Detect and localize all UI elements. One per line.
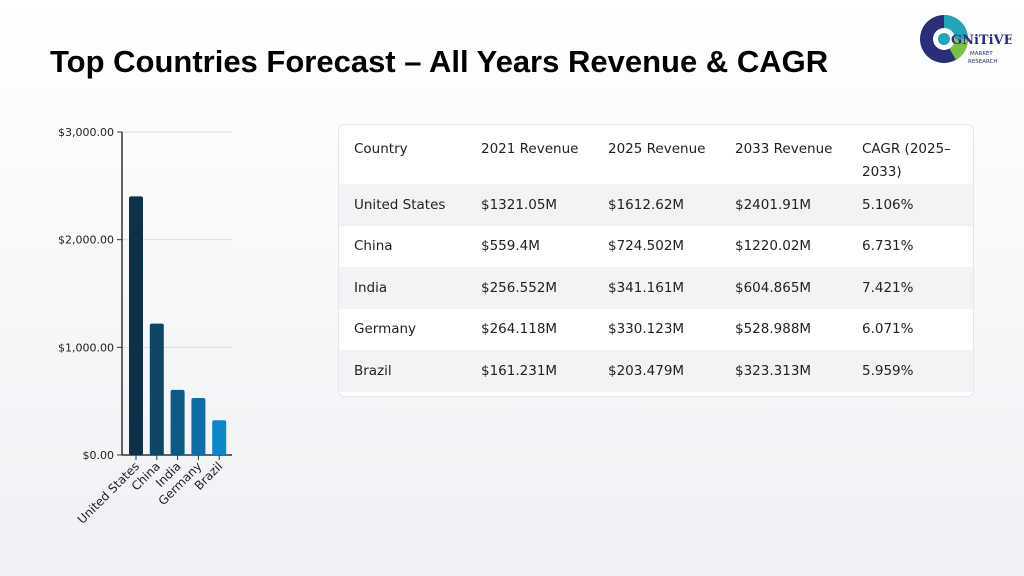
bar bbox=[212, 420, 227, 455]
logo-text: GNiTiVE bbox=[951, 33, 1012, 48]
y-tick-label: $2,000.00 bbox=[58, 234, 114, 247]
table-row: China $559.4M $724.502M $1220.02M 6.731% bbox=[339, 226, 973, 268]
cell-country: Germany bbox=[354, 321, 417, 338]
cell-2033-revenue: $323.313M bbox=[720, 350, 847, 392]
logo-subtext-market: MARKET bbox=[970, 51, 993, 57]
y-tick-label: $0.00 bbox=[83, 449, 115, 462]
header-cagr: CAGR (2025–2033) bbox=[862, 141, 951, 180]
table-row: Germany $264.118M $330.123M $528.988M 6.… bbox=[339, 309, 973, 351]
cell-country: Brazil bbox=[339, 350, 466, 392]
y-tick-label: $1,000.00 bbox=[58, 341, 114, 354]
cell-2021-revenue: $256.552M bbox=[466, 267, 593, 309]
cell-cagr: 5.959% bbox=[847, 350, 973, 392]
company-logo: GNiTiVE MARKET RESEARCH bbox=[918, 12, 1014, 70]
table-row: India $256.552M $341.161M $604.865M 7.42… bbox=[339, 267, 973, 309]
bar bbox=[191, 398, 206, 455]
cell-2021-revenue: $1321.05M bbox=[466, 184, 593, 226]
logo-subtext-research: RESEARCH bbox=[968, 59, 998, 65]
table-row: Brazil $161.231M $203.479M $323.313M 5.9… bbox=[339, 350, 973, 392]
x-tick-label: United States bbox=[75, 459, 142, 526]
cell-country: India bbox=[339, 267, 466, 309]
revenue-table: Country 2021 Revenue 2025 Revenue 2033 R… bbox=[339, 125, 973, 392]
header-2021-revenue: 2021 Revenue bbox=[481, 141, 579, 157]
cell-2033-revenue: $528.988M bbox=[735, 321, 812, 338]
cell-2021-revenue: $161.231M bbox=[466, 350, 593, 392]
cell-2025-revenue: $330.123M bbox=[608, 321, 685, 338]
chart-canvas: $0.00 $1,000.00 $2,000.00 $3,000.00 United S… bbox=[58, 126, 232, 527]
table-row: United States $1321.05M $1612.62M $2401.… bbox=[339, 184, 973, 226]
cell-2025-revenue: $724.502M bbox=[608, 238, 685, 255]
cell-2025-revenue: $1612.62M bbox=[593, 184, 720, 226]
revenue-bar-chart: $0.00 $1,000.00 $2,000.00 $3,000.00 United S… bbox=[40, 110, 300, 550]
cell-country: United States bbox=[339, 184, 466, 226]
header-2025-revenue: 2025 Revenue bbox=[608, 141, 706, 157]
page-title: Top Countries Forecast – All Years Reven… bbox=[50, 44, 829, 79]
cell-cagr: 7.421% bbox=[847, 267, 973, 309]
cell-2025-revenue: $341.161M bbox=[593, 267, 720, 309]
cell-2021-revenue: $559.4M bbox=[481, 238, 540, 255]
y-tick-label: $3,000.00 bbox=[58, 126, 114, 139]
cell-cagr: 6.071% bbox=[862, 321, 914, 338]
header-country: Country bbox=[354, 141, 408, 157]
cell-cagr: 5.106% bbox=[847, 184, 973, 226]
bar bbox=[170, 389, 185, 455]
cell-2033-revenue: $2401.91M bbox=[720, 184, 847, 226]
header-2033-revenue: 2033 Revenue bbox=[735, 141, 833, 157]
bar bbox=[149, 323, 164, 455]
cell-2025-revenue: $203.479M bbox=[593, 350, 720, 392]
cell-2033-revenue: $1220.02M bbox=[735, 238, 812, 255]
revenue-table-card: Country 2021 Revenue 2025 Revenue 2033 R… bbox=[338, 124, 974, 397]
cell-cagr: 6.731% bbox=[862, 238, 914, 255]
cell-2033-revenue: $604.865M bbox=[720, 267, 847, 309]
cell-2021-revenue: $264.118M bbox=[481, 321, 558, 338]
cell-country: China bbox=[354, 238, 393, 255]
bar bbox=[129, 196, 143, 455]
table-header-row: Country 2021 Revenue 2025 Revenue 2033 R… bbox=[339, 125, 973, 184]
